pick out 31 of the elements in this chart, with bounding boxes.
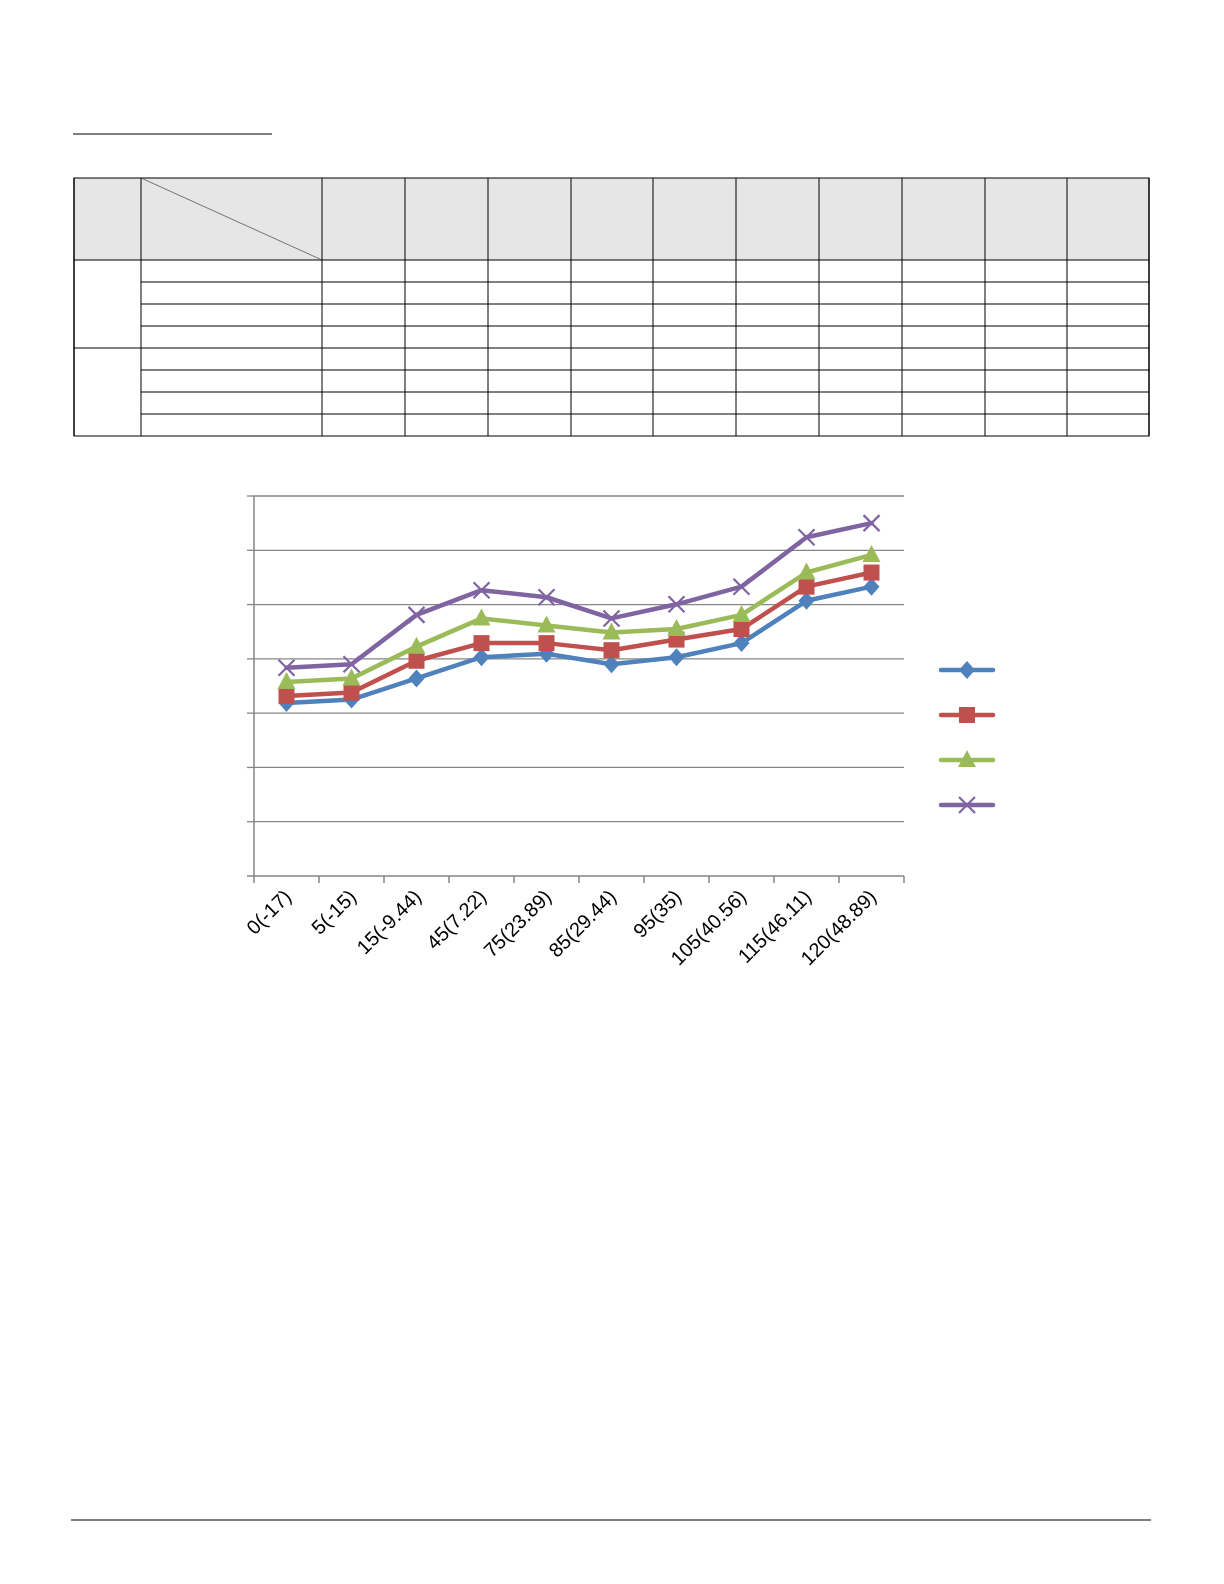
point: [602, 622, 621, 640]
point: [667, 595, 686, 614]
point: [732, 604, 751, 622]
point: [343, 684, 360, 701]
point: [537, 588, 556, 607]
point: [537, 615, 556, 633]
point: [733, 621, 750, 637]
point: [277, 658, 296, 677]
point: [342, 655, 361, 674]
point: [472, 581, 491, 600]
point: [342, 668, 361, 686]
point: [278, 688, 295, 705]
point: [863, 564, 880, 581]
point: [797, 528, 816, 547]
point: [862, 514, 881, 533]
point: [732, 577, 751, 596]
point: [797, 562, 816, 580]
point: [408, 652, 425, 669]
point: [603, 642, 620, 659]
point: [407, 605, 426, 624]
point: [472, 608, 491, 626]
point: [407, 636, 426, 654]
point: [798, 578, 815, 595]
point: [538, 635, 555, 652]
point: [667, 619, 686, 636]
point: [602, 609, 621, 628]
point: [473, 635, 490, 652]
point: [408, 669, 425, 688]
point: [277, 671, 296, 689]
point: [862, 544, 881, 562]
point: [668, 648, 685, 667]
